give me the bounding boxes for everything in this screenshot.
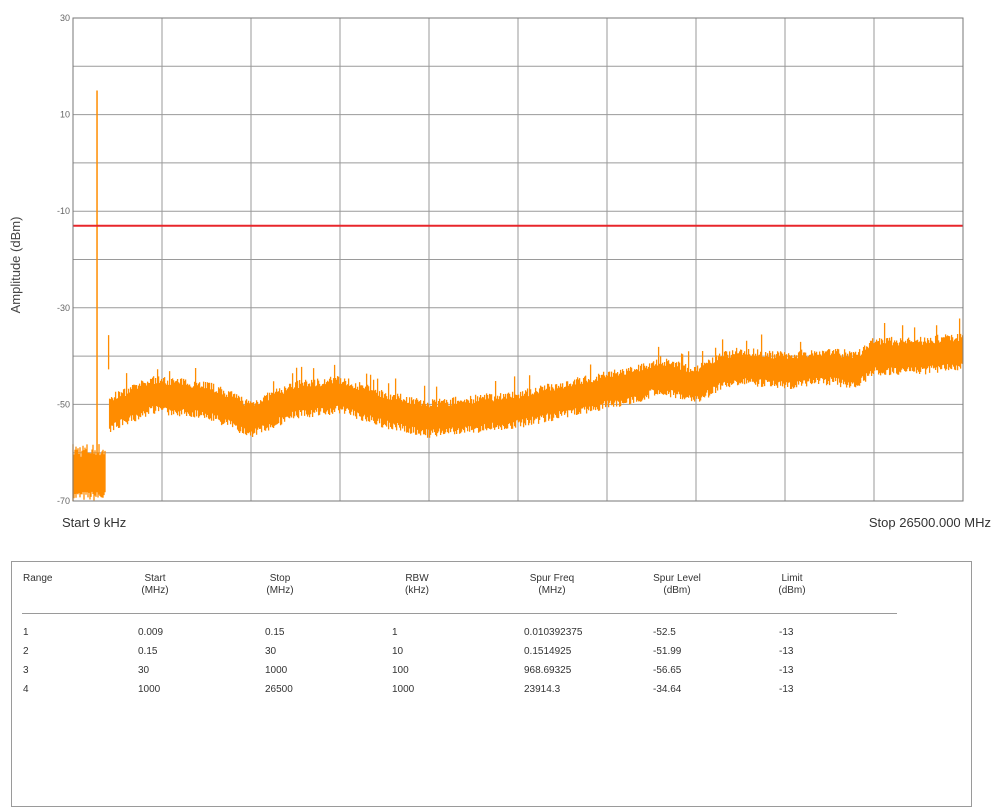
cell-stop: 0.15 xyxy=(265,627,285,638)
cell-stop: 26500 xyxy=(265,684,293,695)
y-tick-label: -70 xyxy=(57,496,70,506)
cell-rbw: 100 xyxy=(392,665,409,676)
cell-start: 1000 xyxy=(138,684,161,695)
y-axis-label: Amplitude (dBm) xyxy=(8,217,23,314)
y-tick-label: 30 xyxy=(60,13,70,23)
col-header-start: Start (MHz) xyxy=(141,573,169,596)
cell-stop: 1000 xyxy=(265,665,288,676)
cell-spur-freq: 0.010392375 xyxy=(524,627,583,638)
cell-start: 0.009 xyxy=(138,627,164,638)
cell-range: 3 xyxy=(23,665,29,676)
spur-table: Range Start (MHz) Stop (MHz) RBW (kHz) S… xyxy=(11,561,972,807)
y-tick-label: -50 xyxy=(57,399,70,409)
cell-rbw: 10 xyxy=(392,646,404,657)
x-start-label: Start 9 kHz xyxy=(62,515,126,530)
cell-spur-freq: 0.1514925 xyxy=(524,646,572,657)
cell-spur-level: -56.65 xyxy=(653,665,682,676)
col-header-limit: Limit (dBm) xyxy=(778,573,806,596)
cell-stop: 30 xyxy=(265,646,277,657)
y-tick-label: 10 xyxy=(60,110,70,120)
col-header-stop: Stop (MHz) xyxy=(266,573,294,596)
cell-start: 30 xyxy=(138,665,150,676)
cell-limit: -13 xyxy=(779,627,794,638)
cell-range: 2 xyxy=(23,646,29,657)
cell-start: 0.15 xyxy=(138,646,158,657)
col-header-range: Range xyxy=(23,573,53,584)
cell-spur-level: -34.64 xyxy=(653,684,682,695)
header-rule xyxy=(22,613,897,614)
plot-frame xyxy=(72,17,964,502)
cell-rbw: 1000 xyxy=(392,684,415,695)
plot-grid xyxy=(73,18,963,501)
cell-spur-level: -51.99 xyxy=(653,646,682,657)
y-tick-label: -30 xyxy=(57,303,70,313)
cell-range: 4 xyxy=(23,684,29,695)
cell-limit: -13 xyxy=(779,665,794,676)
cell-rbw: 1 xyxy=(392,627,398,638)
col-header-spur-level: Spur Level (dBm) xyxy=(653,573,701,596)
cell-limit: -13 xyxy=(779,646,794,657)
cell-range: 1 xyxy=(23,627,29,638)
x-stop-label: Stop 26500.000 MHz xyxy=(869,515,991,530)
table-header: Range Start (MHz) Stop (MHz) RBW (kHz) S… xyxy=(12,573,971,603)
col-header-rbw: RBW (kHz) xyxy=(405,573,429,596)
col-header-spur-freq: Spur Freq (MHz) xyxy=(529,573,575,596)
spectrum-chart: 30 10 -10 -30 -50 -70 Amplitude (dBm) Start 9… xyxy=(8,13,991,530)
cell-spur-freq: 968.69325 xyxy=(524,665,572,676)
cell-spur-level: -52.5 xyxy=(653,627,676,638)
cell-limit: -13 xyxy=(779,684,794,695)
cell-spur-freq: 23914.3 xyxy=(524,684,561,695)
y-tick-label: -10 xyxy=(57,206,70,216)
y-tick-labels: 30 10 -10 -30 -50 -70 xyxy=(57,13,70,506)
